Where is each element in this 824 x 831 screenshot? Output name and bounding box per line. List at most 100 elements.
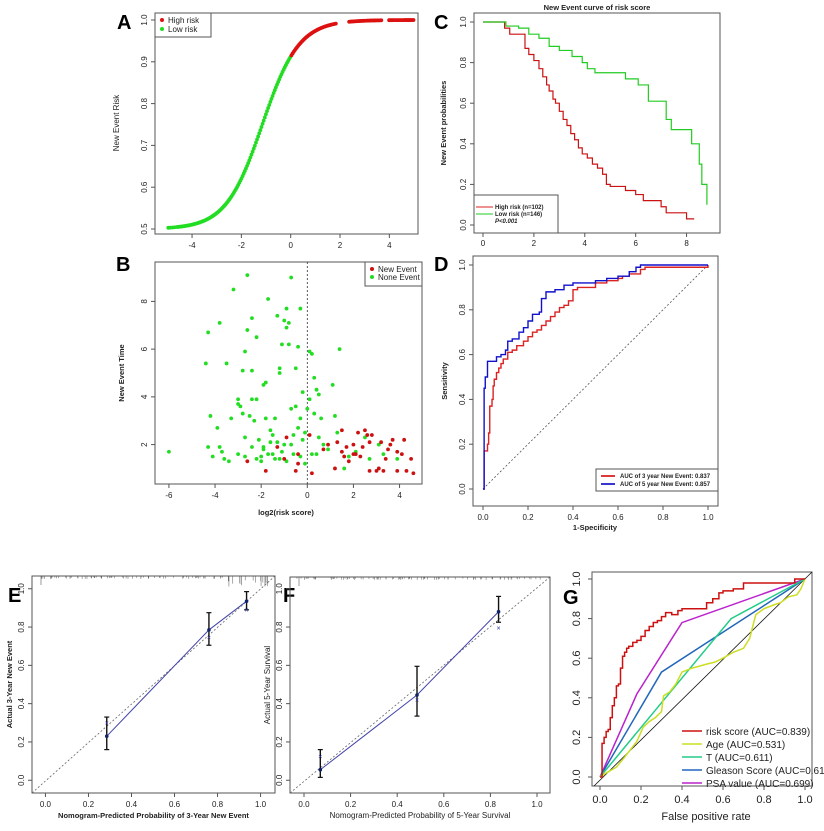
- y-tick-label: 0.6: [17, 659, 26, 671]
- y-tick-label: 0.0: [17, 774, 26, 786]
- x-tick-label: 0.2: [522, 513, 534, 522]
- data-point: [268, 440, 272, 444]
- legend-label: Age (AUC=0.531): [706, 740, 785, 751]
- x-axis-label: Nomogram-Predicted Probability of 5-Year…: [330, 811, 511, 820]
- high-risk-point: [379, 18, 383, 22]
- y-axis-label: New Event Risk: [112, 94, 121, 151]
- data-point: [319, 416, 323, 420]
- data-point: [379, 440, 383, 444]
- data-point: [206, 331, 210, 335]
- legend-label: High risk (n=102): [495, 205, 544, 211]
- data-point: [363, 428, 367, 432]
- data-point: [382, 469, 386, 473]
- data-point: [352, 443, 356, 447]
- data-point: [285, 326, 289, 330]
- data-point: [340, 450, 344, 454]
- data-point: [285, 436, 289, 440]
- data-point: [278, 366, 282, 370]
- legend-label: PSA value (AUC=0.699): [706, 779, 814, 790]
- y-tick-label: 0.8: [459, 56, 468, 68]
- series-none-event: [167, 273, 399, 470]
- data-point: [308, 433, 312, 437]
- y-tick-label: 0.4: [571, 690, 583, 705]
- y-tick-label: 1.0: [571, 571, 583, 586]
- data-point: [411, 471, 415, 475]
- data-point: [287, 321, 291, 325]
- legend-marker: [370, 267, 374, 271]
- data-point: [322, 443, 326, 447]
- x-tick-label: 0.4: [674, 794, 689, 806]
- data-point: [266, 452, 270, 456]
- x-tick-label: 0.6: [169, 800, 181, 809]
- y-tick-label: 0.6: [459, 97, 468, 109]
- data-point: [250, 316, 254, 320]
- panel-e-calibration: E×××0.0 0.2 0.4 0.6 0.8 1.00.00.20.40.60.81.0…: [5, 576, 275, 820]
- data-point: [370, 433, 374, 437]
- data-point: [220, 450, 224, 454]
- x-tick-label: 0.2: [633, 794, 648, 806]
- x-tick-label: -4: [211, 491, 219, 500]
- y-tick-label: 0.4: [275, 698, 284, 710]
- x-tick-label: 1.0: [797, 794, 812, 806]
- y-tick-label: 0.7: [140, 139, 149, 151]
- x-tick-label: 0.8: [485, 800, 497, 809]
- y-axis-label: Actual 3-Year New Event: [5, 640, 14, 728]
- y-axis-label: Actual 5-Year Survival: [263, 646, 272, 725]
- x-tick-label: 4: [583, 239, 588, 248]
- data-point: [395, 450, 399, 454]
- x-tick-label: 0.8: [212, 800, 224, 809]
- legend: AUC of 3 year New Event: 0.837 AUC of 5 y…: [596, 469, 718, 491]
- y-tick-label: 0.6: [140, 181, 149, 193]
- panel-f-calibration: F × × × 0.0 0.2 0.4 0.6 0.8 1.0 0.0 0.2 0.4 0.6 0.8 1.0…: [263, 577, 550, 820]
- data-point: [294, 366, 298, 370]
- x-tick-label: 0: [288, 241, 293, 250]
- y-tick-label: 0.2: [458, 438, 467, 450]
- y-tick-label: 0.6: [275, 659, 284, 671]
- legend-label: None Event: [378, 273, 421, 282]
- panel-g-roc: G0.0 0.2 0.4 0.6 0.8 1.00.00.20.40.60.81.0Fal…: [563, 571, 824, 823]
- data-point: [255, 457, 259, 461]
- legend-label: Low risk (n=146): [495, 212, 542, 218]
- data-point: [338, 347, 342, 351]
- legend-label: Low risk: [168, 25, 198, 34]
- data-point: [354, 452, 358, 456]
- data-point: [245, 273, 249, 277]
- x-tick-label: 0.0: [477, 513, 489, 522]
- data-point: [331, 383, 335, 387]
- data-point: [386, 447, 390, 451]
- x-tick-label: 0.0: [40, 800, 52, 809]
- data-point: [236, 397, 240, 401]
- data-point: [218, 445, 222, 449]
- panel-b-scatter: B -6 -4 -2 0 2 4 2 4 6 8 New Event Time log2(risk sc…: [116, 254, 422, 517]
- y-axis-label: New Event Time: [117, 344, 126, 401]
- data-point: [275, 440, 279, 444]
- plot-frame: [155, 13, 418, 234]
- x-tick-label: 2: [351, 491, 356, 500]
- y-tick-label: 0.2: [275, 736, 284, 748]
- data-point: [222, 457, 226, 461]
- data-point: [294, 405, 298, 409]
- observed-point: [415, 693, 419, 697]
- data-point: [275, 314, 279, 318]
- x-tick-label: 0.0: [298, 800, 310, 809]
- y-axis-label: New Event probabilities: [439, 81, 448, 166]
- x-tick-label: 2: [532, 239, 537, 248]
- x-axis-label: False positive rate: [661, 811, 750, 823]
- data-point: [310, 352, 314, 356]
- y-tick-label: 0.0: [571, 769, 583, 784]
- data-point: [326, 443, 330, 447]
- data-point: [227, 459, 231, 463]
- data-point: [347, 455, 351, 459]
- data-point: [282, 319, 286, 323]
- x-tick-label: 0.0: [592, 794, 607, 806]
- panel-a-risk-curve: A-4 -2 0 2 40.50.60.70.80.91.0New Event Risk…: [112, 12, 418, 250]
- data-point: [243, 350, 247, 354]
- ideal-diagonal-line: [290, 577, 550, 793]
- data-point: [209, 414, 213, 418]
- data-point: [239, 405, 243, 409]
- y-tick-label: 0.4: [17, 698, 26, 710]
- legend-label: AUC of 3 year New Event: 0.837: [620, 474, 711, 480]
- data-point: [301, 438, 305, 442]
- data-point: [388, 443, 392, 447]
- data-point: [225, 362, 229, 366]
